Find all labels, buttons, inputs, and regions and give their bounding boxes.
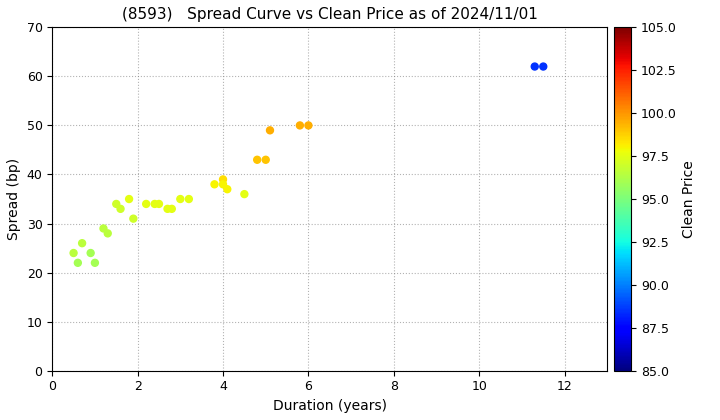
Point [529, 63, 541, 70]
Point [76, 240, 88, 247]
Point [238, 191, 250, 197]
Point [294, 122, 306, 129]
Point [127, 215, 139, 222]
Point [72, 260, 84, 266]
Point [217, 176, 229, 183]
Point [222, 186, 233, 193]
Point [166, 205, 178, 212]
Point [260, 156, 271, 163]
Y-axis label: Spread (bp): Spread (bp) [7, 158, 21, 240]
Y-axis label: Clean Price: Clean Price [683, 160, 696, 238]
Point [302, 122, 314, 129]
Point [264, 127, 276, 134]
Point [102, 230, 114, 237]
Point [68, 249, 79, 256]
Point [174, 196, 186, 202]
Point [85, 249, 96, 256]
Point [89, 260, 101, 266]
Point [217, 181, 229, 188]
Point [538, 63, 549, 70]
Point [183, 196, 194, 202]
Title: (8593)   Spread Curve vs Clean Price as of 2024/11/01: (8593) Spread Curve vs Clean Price as of… [122, 7, 538, 22]
Point [149, 201, 161, 207]
Point [114, 205, 126, 212]
X-axis label: Duration (years): Duration (years) [273, 399, 387, 413]
Point [153, 201, 165, 207]
Point [140, 201, 152, 207]
Point [123, 196, 135, 202]
Point [110, 201, 122, 207]
Point [98, 225, 109, 232]
Point [209, 181, 220, 188]
Point [251, 156, 263, 163]
Point [162, 205, 174, 212]
